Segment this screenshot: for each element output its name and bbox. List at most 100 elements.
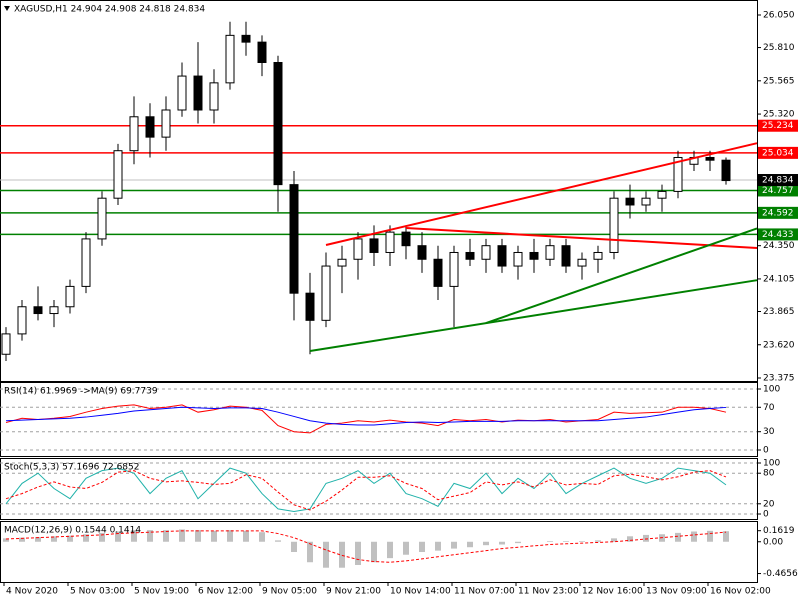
candle-body bbox=[545, 245, 555, 260]
trend-line bbox=[485, 227, 758, 324]
indicator-line bbox=[5, 406, 727, 426]
candle-body bbox=[225, 34, 235, 84]
x-tick-label: 10 Nov 14:00 bbox=[390, 587, 451, 597]
histogram-bar bbox=[83, 534, 89, 542]
histogram-bar bbox=[179, 529, 185, 542]
histogram-bar bbox=[627, 536, 633, 542]
histogram-bar bbox=[3, 538, 9, 542]
histogram-bar bbox=[323, 541, 329, 568]
x-tick-label: 4 Nov 2020 bbox=[6, 587, 58, 597]
x-tick-label: 9 Nov 21:00 bbox=[326, 587, 381, 597]
candle-body bbox=[449, 251, 459, 287]
histogram-bar bbox=[595, 540, 601, 542]
trend-line bbox=[309, 279, 758, 352]
histogram-bar bbox=[211, 530, 217, 542]
histogram-bar bbox=[275, 540, 281, 542]
histogram-bar bbox=[147, 530, 153, 542]
level-label-box bbox=[758, 206, 798, 219]
histogram-bar bbox=[243, 530, 249, 542]
candle-body bbox=[305, 292, 315, 321]
candle-body bbox=[65, 285, 75, 308]
candle-body bbox=[721, 159, 731, 182]
y-tick-label: 0 bbox=[763, 446, 769, 456]
histogram-bar bbox=[483, 541, 489, 546]
x-tick-label: 11 Nov 23:00 bbox=[518, 587, 579, 597]
candle-body bbox=[129, 116, 139, 152]
panel-border bbox=[0, 458, 758, 520]
x-tick-label: 12 Nov 16:00 bbox=[582, 587, 643, 597]
y-tick-label: 100 bbox=[763, 459, 780, 469]
candle-body bbox=[49, 306, 59, 315]
histogram-bar bbox=[51, 536, 57, 542]
x-tick-label: 11 Nov 07:00 bbox=[454, 587, 515, 597]
histogram-bar bbox=[675, 532, 681, 542]
level-label: 24.433 bbox=[762, 230, 794, 240]
candle-body bbox=[657, 190, 667, 199]
candle-body bbox=[641, 197, 651, 206]
histogram-bar bbox=[227, 530, 233, 542]
candle-body bbox=[577, 258, 587, 267]
trend-line bbox=[405, 227, 758, 249]
candle-body bbox=[257, 41, 267, 63]
histogram-bar bbox=[499, 541, 505, 545]
candle-body bbox=[193, 75, 203, 111]
x-tick-label: 5 Nov 03:00 bbox=[70, 587, 125, 597]
candle-body bbox=[417, 245, 427, 260]
histogram-bar bbox=[515, 541, 521, 544]
indicator-line bbox=[5, 470, 727, 511]
histogram-bar bbox=[451, 541, 457, 549]
histogram-bar bbox=[403, 541, 409, 555]
level-label-box bbox=[758, 146, 798, 159]
panel-title: Stoch(5,3,3) 57.1696 72.6852 bbox=[4, 463, 139, 473]
trend-line bbox=[325, 142, 758, 246]
y-tick-label: 23.865 bbox=[763, 307, 795, 317]
panel-border bbox=[0, 382, 758, 457]
candle-body bbox=[289, 184, 299, 294]
candle-body bbox=[673, 156, 683, 192]
x-tick-label: 13 Nov 09:00 bbox=[646, 587, 707, 597]
candle-body bbox=[1, 333, 11, 355]
candle-body bbox=[353, 238, 363, 260]
candle-body bbox=[513, 251, 523, 267]
candle-body bbox=[481, 245, 491, 260]
candle-body bbox=[529, 251, 539, 260]
y-tick-label: 23.620 bbox=[763, 340, 795, 350]
y-tick-label: 30 bbox=[763, 427, 775, 437]
y-tick-label: 70 bbox=[763, 403, 775, 413]
candle-body bbox=[465, 251, 475, 260]
histogram-bar bbox=[339, 541, 345, 568]
level-label: 25.034 bbox=[762, 148, 794, 158]
candle-body bbox=[497, 245, 507, 267]
panel-title: MACD(12,26,9) 0.1544 0.1414 bbox=[4, 526, 141, 536]
candle-body bbox=[369, 238, 379, 253]
last-price-label: 24.834 bbox=[762, 176, 794, 186]
histogram-bar bbox=[467, 541, 473, 548]
histogram-bar bbox=[195, 530, 201, 542]
level-label: 24.757 bbox=[762, 186, 794, 196]
panel-border bbox=[0, 521, 758, 583]
histogram-bar bbox=[259, 532, 265, 542]
level-label: 25.234 bbox=[762, 121, 794, 131]
histogram-bar bbox=[163, 530, 169, 542]
candle-body bbox=[593, 251, 603, 260]
y-tick-label: 25.565 bbox=[763, 76, 795, 86]
histogram-bar bbox=[611, 538, 617, 542]
candle-body bbox=[433, 258, 443, 287]
histogram-bar bbox=[355, 541, 361, 565]
indicator-line bbox=[5, 404, 727, 434]
y-tick-label: 25.810 bbox=[763, 43, 795, 53]
level-label: 24.592 bbox=[762, 208, 794, 218]
y-tick-label: 80 bbox=[763, 469, 775, 479]
candle-body bbox=[337, 258, 347, 267]
histogram-bar bbox=[643, 534, 649, 542]
histogram-bar bbox=[579, 541, 585, 542]
panel-title: RSI(14) 61.9969 ->MA(9) 69.7739 bbox=[4, 387, 158, 397]
candle-body bbox=[705, 156, 715, 161]
histogram-bar bbox=[419, 541, 425, 552]
histogram-bar bbox=[723, 531, 729, 542]
histogram-bar bbox=[115, 531, 121, 542]
candle-body bbox=[609, 197, 619, 253]
y-tick-label: 100 bbox=[763, 385, 780, 395]
